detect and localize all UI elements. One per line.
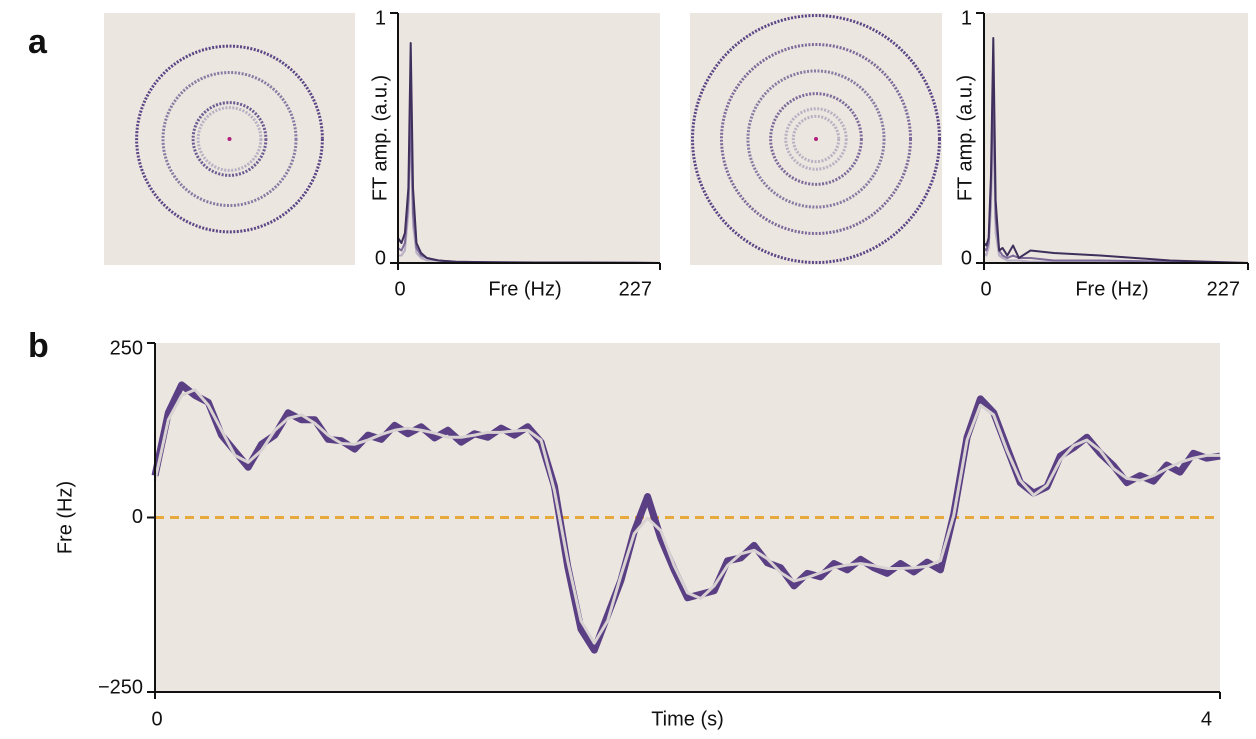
ring <box>791 114 841 164</box>
ring <box>191 101 268 177</box>
ring <box>769 92 863 186</box>
y-axis-label: FT amp. (a.u.) <box>369 75 391 201</box>
series-line <box>983 37 1249 264</box>
panel-label: a <box>28 23 48 61</box>
center-dot <box>227 137 232 141</box>
center-dot <box>814 137 818 141</box>
series-line <box>153 388 1220 645</box>
ring <box>691 14 941 264</box>
plot-background <box>984 13 1248 263</box>
ring <box>196 106 263 172</box>
y-tick-label: 250 <box>110 337 143 359</box>
ring <box>746 69 886 209</box>
ring <box>784 107 848 171</box>
x-axis-label: Time (s) <box>651 708 724 730</box>
x-tick-label: 4 <box>1201 708 1212 730</box>
y-tick-label: 0 <box>961 247 972 269</box>
x-tick-label: 0 <box>980 278 991 300</box>
ring <box>161 70 298 208</box>
y-tick-label: −250 <box>98 676 143 698</box>
panel-label: b <box>28 327 49 365</box>
y-axis-label: Fre (Hz) <box>54 481 76 554</box>
y-tick-label: 0 <box>375 247 386 269</box>
y-axis-label: FT amp. (a.u.) <box>954 75 976 201</box>
ring <box>720 43 912 235</box>
x-tick-label: 0 <box>394 278 405 300</box>
ring <box>135 44 324 234</box>
x-axis-label: Fre (Hz) <box>488 278 561 300</box>
y-tick-label: 0 <box>132 506 143 528</box>
y-tick-label: 1 <box>375 7 386 29</box>
plot-background <box>398 13 660 263</box>
x-tick-label: 227 <box>1207 278 1240 300</box>
y-tick-label: 1 <box>961 7 972 29</box>
x-tick-label: 227 <box>619 278 652 300</box>
x-tick-label: 0 <box>151 708 162 730</box>
x-axis-label: Fre (Hz) <box>1075 278 1148 300</box>
